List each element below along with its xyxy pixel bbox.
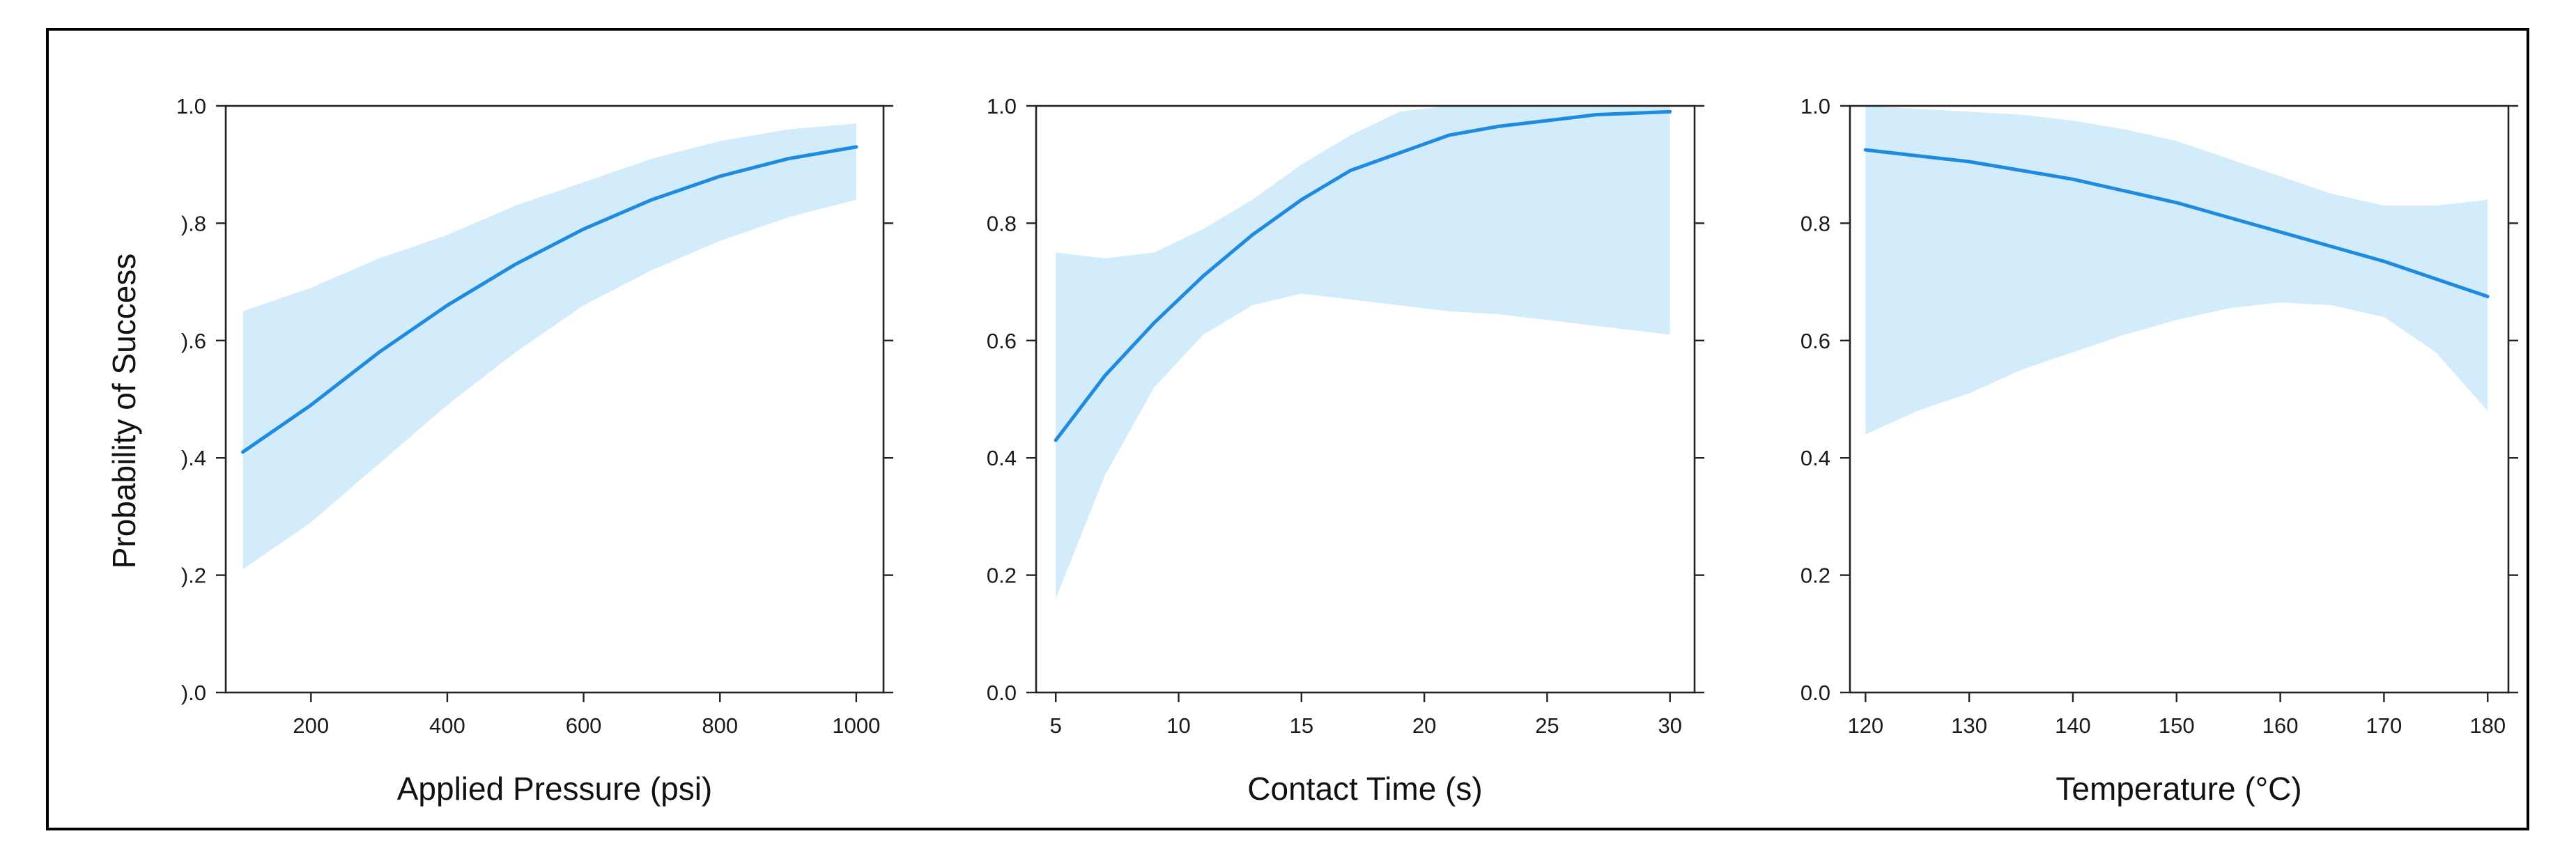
- x-tick-label: 15: [1290, 713, 1313, 738]
- x-tick-label: 20: [1412, 713, 1436, 738]
- x-tick-label: 140: [2055, 713, 2091, 738]
- y-tick-label: 1.0: [176, 94, 206, 118]
- x-axis-title: Temperature (°C): [2056, 771, 2301, 807]
- x-tick-label: 120: [1847, 713, 1883, 738]
- y-tick-label: ).4: [181, 446, 206, 470]
- plot-frame: [224, 105, 885, 694]
- panel-applied-pressure: Applied Pressure (psi) 200 400 600 800 1000)…: [176, 94, 893, 807]
- y-tick-label: 0.8: [1800, 211, 1830, 235]
- plot-frame: [1035, 105, 1696, 694]
- plot-frame: [1849, 105, 2510, 694]
- x-tick-label: 25: [1535, 713, 1559, 738]
- y-tick-label: 0.2: [987, 564, 1017, 588]
- y-tick-label: 1.0: [987, 94, 1017, 118]
- y-tick-label: 0.6: [1800, 329, 1830, 353]
- y-tick-label: ).8: [181, 211, 206, 235]
- y-tick-label: 0.4: [987, 446, 1017, 470]
- x-tick-label: 800: [702, 713, 738, 738]
- y-tick-label: 0.8: [987, 211, 1017, 235]
- y-tick-label: 0.0: [1800, 681, 1830, 705]
- x-tick-label: 1000: [832, 713, 880, 738]
- x-tick-label: 10: [1166, 713, 1190, 738]
- x-tick-label: 600: [566, 713, 602, 738]
- x-tick-label: 150: [2159, 713, 2195, 738]
- x-tick-label: 5: [1050, 713, 1062, 738]
- x-tick-label: 180: [2469, 713, 2506, 738]
- figure-border: [46, 28, 2529, 830]
- y-tick-label: 0.4: [1800, 446, 1830, 470]
- confidence-band: [1056, 106, 1670, 599]
- y-tick-label: 0.0: [987, 681, 1017, 705]
- x-tick-label: 400: [429, 713, 465, 738]
- confidence-band: [1865, 106, 2488, 435]
- x-axis-title: Contact Time (s): [1247, 771, 1482, 807]
- y-tick-label: 0.2: [1800, 564, 1830, 588]
- x-tick-label: 30: [1658, 713, 1681, 738]
- fit-line: [1054, 109, 1672, 442]
- y-tick-label: ).6: [181, 329, 206, 353]
- x-tick-label: 160: [2262, 713, 2299, 738]
- x-axis-title: Applied Pressure (psi): [397, 771, 713, 807]
- fit-line: [241, 145, 858, 454]
- y-tick-label: ).2: [181, 564, 206, 588]
- x-tick-label: 170: [2366, 713, 2403, 738]
- fit-line: [1863, 148, 2490, 299]
- y-axis-title: Probability of Success: [106, 254, 142, 569]
- y-tick-label: 0.6: [987, 329, 1017, 353]
- y-tick-label: ).0: [181, 681, 206, 705]
- confidence-band: [242, 123, 856, 570]
- x-tick-label: 130: [1951, 713, 1987, 738]
- x-tick-label: 200: [293, 713, 329, 738]
- y-tick-label: 1.0: [1800, 94, 1830, 118]
- panel-temperature: Temperature (°C) 120 130 140 150 160 170 180 0.…: [1800, 94, 2518, 807]
- panel-contact-time: Contact Time (s) 5 10 15 20 25 30 0.0 0.2 0.4 0.6…: [987, 94, 1704, 807]
